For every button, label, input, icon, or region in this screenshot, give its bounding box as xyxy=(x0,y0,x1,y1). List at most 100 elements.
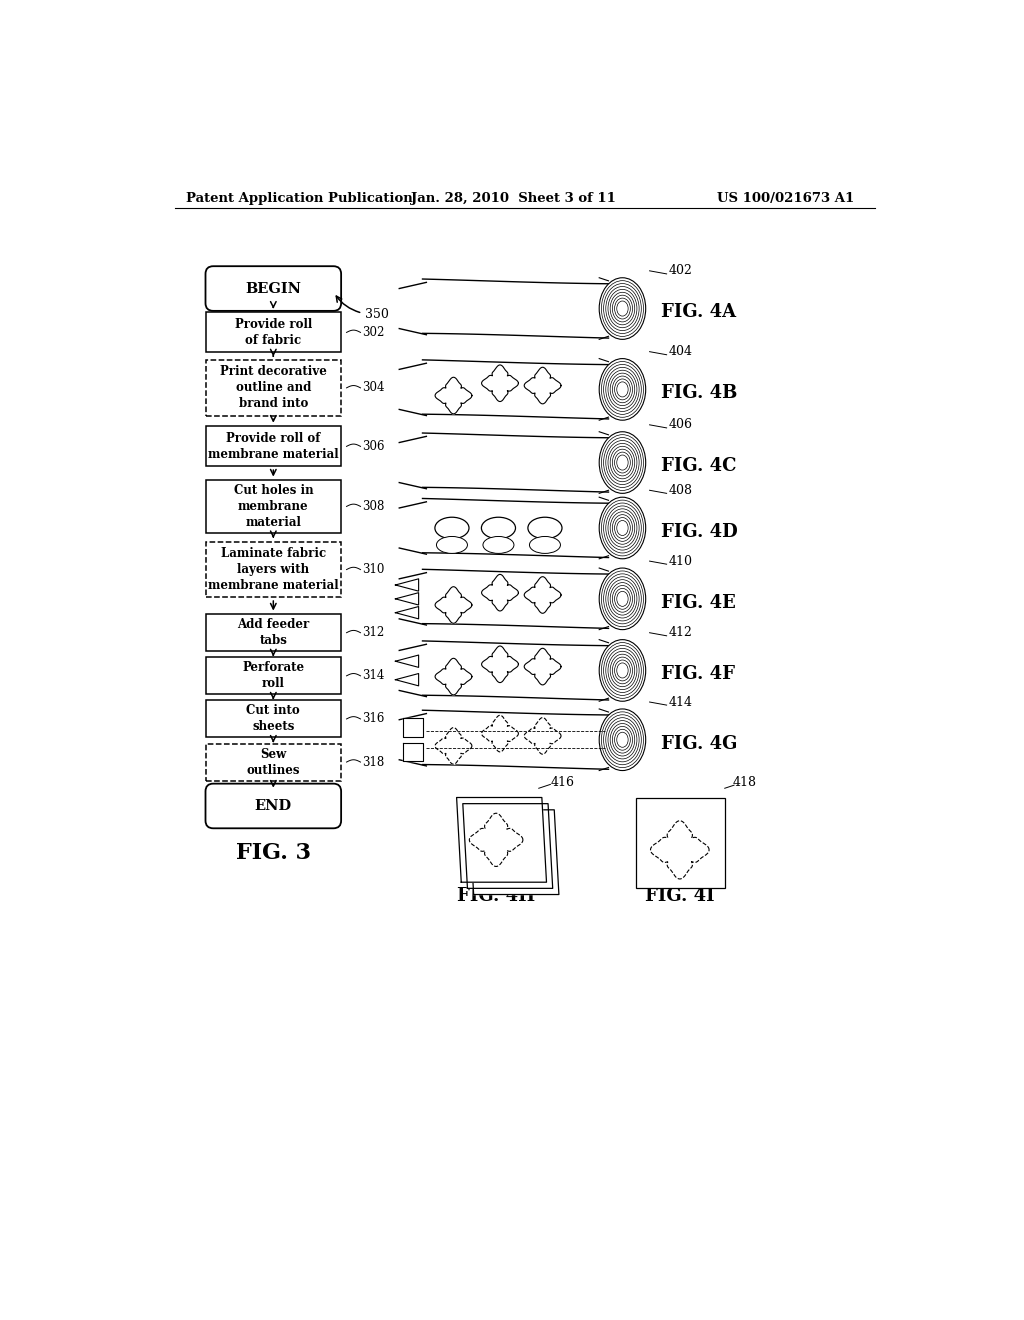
FancyBboxPatch shape xyxy=(636,797,725,888)
Text: 416: 416 xyxy=(550,776,574,789)
FancyBboxPatch shape xyxy=(206,426,341,466)
FancyBboxPatch shape xyxy=(206,743,341,780)
Ellipse shape xyxy=(603,503,641,553)
Ellipse shape xyxy=(612,449,633,477)
FancyBboxPatch shape xyxy=(206,360,341,416)
Text: 414: 414 xyxy=(669,696,692,709)
Ellipse shape xyxy=(612,726,633,754)
FancyBboxPatch shape xyxy=(206,657,341,694)
Polygon shape xyxy=(399,573,426,626)
Polygon shape xyxy=(395,593,419,605)
Text: 412: 412 xyxy=(669,626,692,639)
Text: FIG. 4E: FIG. 4E xyxy=(662,594,736,611)
Polygon shape xyxy=(650,821,709,879)
FancyBboxPatch shape xyxy=(206,701,341,738)
Polygon shape xyxy=(423,279,608,338)
Ellipse shape xyxy=(612,515,633,541)
Ellipse shape xyxy=(616,733,628,747)
Text: FIG. 4F: FIG. 4F xyxy=(662,665,735,684)
Text: BEGIN: BEGIN xyxy=(246,281,301,296)
Polygon shape xyxy=(469,813,523,866)
Polygon shape xyxy=(481,715,518,752)
Ellipse shape xyxy=(601,572,643,627)
Ellipse shape xyxy=(601,434,643,491)
Ellipse shape xyxy=(599,432,646,494)
Polygon shape xyxy=(481,574,518,611)
Ellipse shape xyxy=(601,281,643,337)
Polygon shape xyxy=(524,577,561,614)
Polygon shape xyxy=(423,433,608,492)
Ellipse shape xyxy=(603,714,641,764)
Text: 302: 302 xyxy=(362,326,384,339)
Text: FIG. 4C: FIG. 4C xyxy=(662,458,736,475)
Ellipse shape xyxy=(616,520,628,536)
Polygon shape xyxy=(524,648,561,685)
Text: FIG. 4G: FIG. 4G xyxy=(662,735,737,752)
Ellipse shape xyxy=(614,730,631,750)
Ellipse shape xyxy=(599,498,646,558)
Ellipse shape xyxy=(599,277,646,339)
Polygon shape xyxy=(395,655,419,668)
Text: Cut holes in
membrane
material: Cut holes in membrane material xyxy=(233,484,313,529)
Polygon shape xyxy=(524,367,561,404)
FancyBboxPatch shape xyxy=(206,614,341,651)
FancyBboxPatch shape xyxy=(206,543,341,598)
Ellipse shape xyxy=(606,367,639,412)
Text: 408: 408 xyxy=(669,483,692,496)
Ellipse shape xyxy=(606,648,639,693)
Text: 318: 318 xyxy=(362,755,384,768)
Polygon shape xyxy=(423,499,608,557)
Polygon shape xyxy=(395,579,419,591)
Ellipse shape xyxy=(610,723,635,756)
Ellipse shape xyxy=(614,453,631,473)
Text: Perforate
roll: Perforate roll xyxy=(243,661,304,690)
Ellipse shape xyxy=(608,651,637,689)
Text: Patent Application Publication: Patent Application Publication xyxy=(186,191,413,205)
Text: FIG. 4A: FIG. 4A xyxy=(662,304,736,321)
Ellipse shape xyxy=(616,381,628,397)
Text: Provide roll
of fabric: Provide roll of fabric xyxy=(234,318,312,347)
Polygon shape xyxy=(399,714,426,766)
Ellipse shape xyxy=(483,536,514,553)
Ellipse shape xyxy=(603,284,641,334)
Ellipse shape xyxy=(603,645,641,696)
Ellipse shape xyxy=(610,292,635,325)
Ellipse shape xyxy=(608,721,637,759)
Polygon shape xyxy=(403,743,423,762)
Ellipse shape xyxy=(606,577,639,620)
Ellipse shape xyxy=(599,359,646,420)
Ellipse shape xyxy=(612,376,633,403)
Polygon shape xyxy=(395,673,419,686)
Text: Provide roll of
membrane material: Provide roll of membrane material xyxy=(208,432,339,461)
Ellipse shape xyxy=(603,437,641,487)
Ellipse shape xyxy=(612,657,633,684)
Ellipse shape xyxy=(610,655,635,686)
Ellipse shape xyxy=(610,512,635,544)
Polygon shape xyxy=(423,642,608,700)
Ellipse shape xyxy=(528,517,562,539)
Text: 418: 418 xyxy=(732,776,757,789)
Ellipse shape xyxy=(608,444,637,482)
Polygon shape xyxy=(423,710,608,770)
Ellipse shape xyxy=(606,718,639,762)
Text: 304: 304 xyxy=(362,381,385,395)
Ellipse shape xyxy=(436,536,467,553)
Ellipse shape xyxy=(616,301,628,315)
Text: Jan. 28, 2010  Sheet 3 of 11: Jan. 28, 2010 Sheet 3 of 11 xyxy=(411,191,615,205)
Polygon shape xyxy=(423,360,608,418)
Text: 310: 310 xyxy=(362,564,384,576)
Ellipse shape xyxy=(616,663,628,678)
Ellipse shape xyxy=(601,643,643,698)
Ellipse shape xyxy=(606,441,639,484)
Text: 316: 316 xyxy=(362,713,384,726)
Polygon shape xyxy=(469,810,559,895)
Text: Cut into
sheets: Cut into sheets xyxy=(247,705,300,734)
Text: Laminate fabric
layers with
membrane material: Laminate fabric layers with membrane mat… xyxy=(208,546,339,593)
Polygon shape xyxy=(524,718,561,754)
Ellipse shape xyxy=(608,579,637,618)
Polygon shape xyxy=(399,502,426,554)
FancyBboxPatch shape xyxy=(206,267,341,312)
Polygon shape xyxy=(399,282,426,335)
Ellipse shape xyxy=(481,517,515,539)
Text: Add feeder
tabs: Add feeder tabs xyxy=(238,618,309,647)
